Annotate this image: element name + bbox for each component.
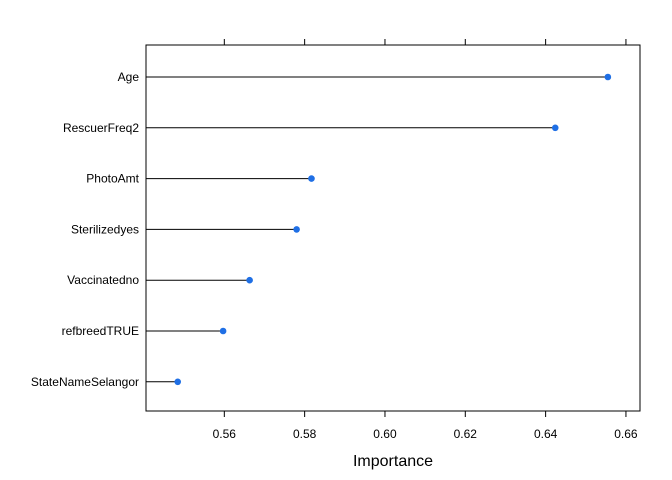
x-tick-label: 0.64 bbox=[534, 427, 558, 441]
importance-point bbox=[308, 175, 315, 182]
category-label: PhotoAmt bbox=[86, 172, 139, 186]
x-tick-labels: 0.56 0.58 0.60 0.62 0.64 0.66 bbox=[213, 427, 638, 441]
importance-point bbox=[174, 378, 182, 386]
top-axis-ticks bbox=[223, 39, 627, 45]
x-axis-title: Importance bbox=[353, 453, 433, 470]
category-label: Vaccinatedno bbox=[67, 273, 139, 287]
category-labels: Age RescuerFreq2 PhotoAmt Sterilizedyes Vacc… bbox=[31, 70, 140, 389]
category-label: StateNameSelangor bbox=[31, 375, 139, 389]
category-label: Sterilizedyes bbox=[71, 222, 139, 236]
x-tick-label: 0.62 bbox=[454, 427, 478, 441]
importance-segments bbox=[146, 76, 608, 383]
x-tick-label: 0.56 bbox=[213, 427, 237, 441]
x-tick-label: 0.58 bbox=[293, 427, 317, 441]
importance-point bbox=[246, 276, 253, 284]
importance-point bbox=[219, 327, 227, 335]
category-label: RescuerFreq2 bbox=[63, 121, 139, 135]
category-label: refbreedTRUE bbox=[62, 324, 139, 338]
importance-point bbox=[293, 226, 300, 233]
category-label: Age bbox=[118, 70, 140, 84]
x-tick-label: 0.60 bbox=[373, 427, 397, 441]
importance-point bbox=[604, 73, 612, 81]
plot-frame bbox=[145, 44, 641, 412]
importance-points bbox=[174, 73, 612, 386]
bottom-axis-ticks bbox=[223, 411, 627, 417]
importance-point bbox=[551, 124, 559, 132]
x-tick-label: 0.66 bbox=[614, 427, 638, 441]
